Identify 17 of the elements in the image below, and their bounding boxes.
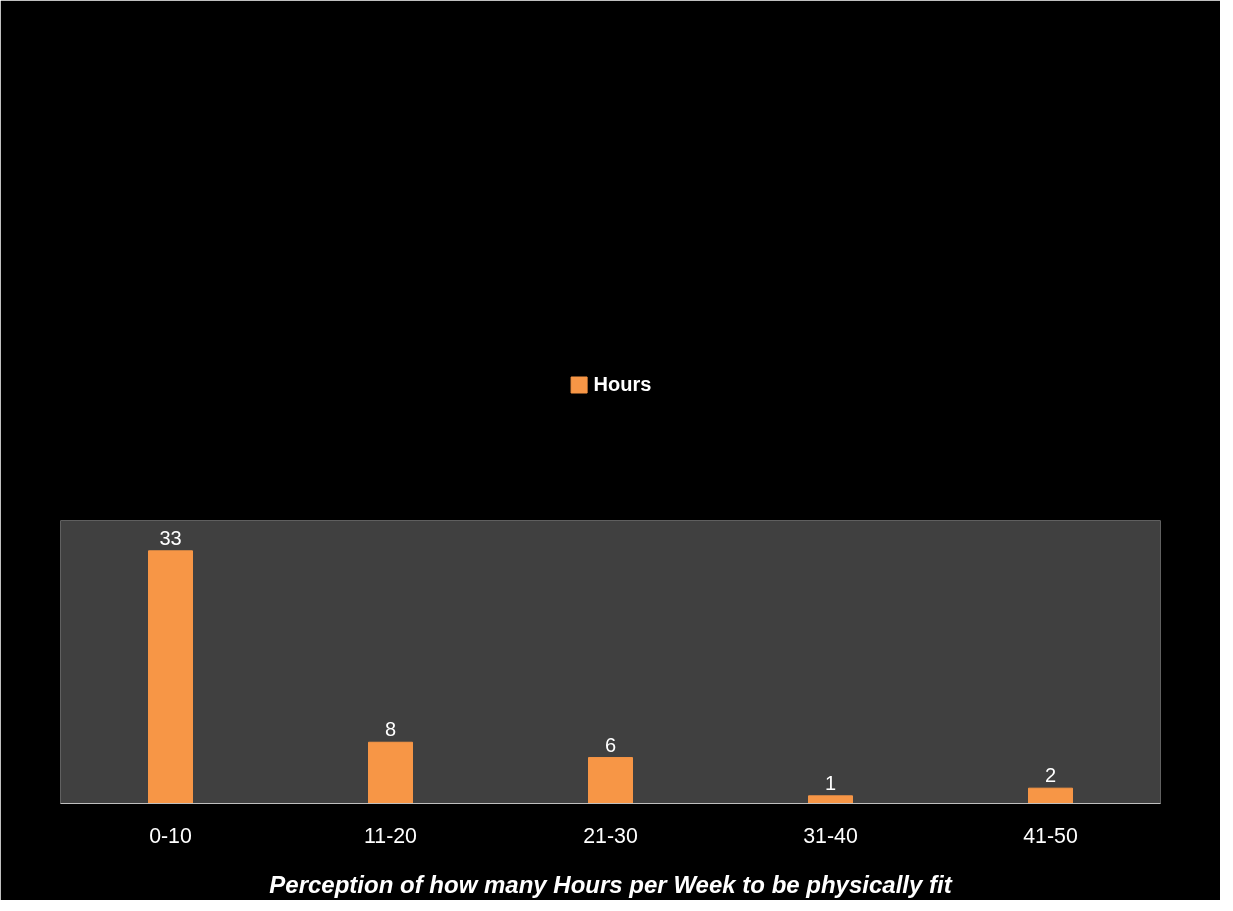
x-tick-label: 31-40 — [803, 823, 858, 848]
bar — [808, 795, 853, 804]
bar — [148, 550, 193, 804]
bar — [588, 757, 633, 804]
data-label: 6 — [604, 733, 617, 756]
x-tick-label: 41-50 — [1023, 823, 1078, 848]
x-tick-label: 21-30 — [583, 823, 638, 848]
legend-label: Hours — [593, 372, 652, 396]
bar — [1028, 787, 1073, 804]
x-tick-label: 0-10 — [149, 823, 192, 848]
data-label: 1 — [824, 771, 837, 794]
x-tick-label: 11-20 — [364, 823, 418, 848]
data-label: 8 — [384, 718, 397, 741]
data-label: 33 — [159, 526, 182, 549]
data-label: 2 — [1044, 764, 1057, 787]
x-axis-title: Perception of how many Hours per Week to be physically fit — [269, 870, 953, 898]
bar — [368, 741, 413, 804]
